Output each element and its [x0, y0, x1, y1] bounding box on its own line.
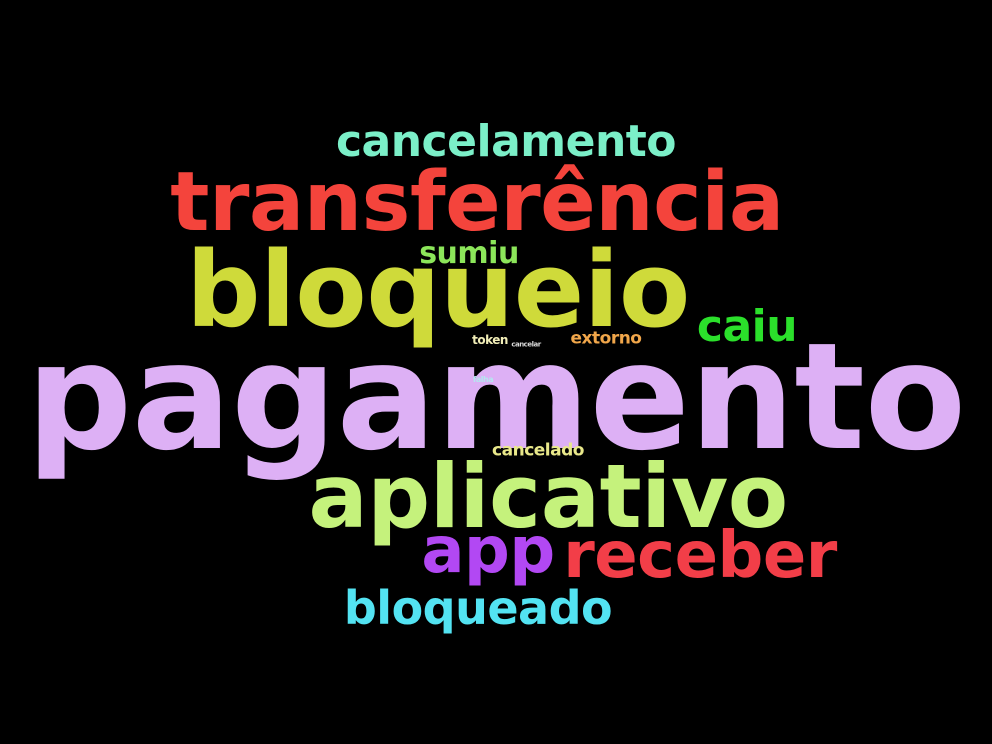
word-cancelar: cancelar: [511, 340, 541, 349]
word-token: token: [472, 333, 508, 347]
word-cancelado: cancelado: [492, 440, 584, 461]
word-pagamento: pagamento: [26, 311, 966, 483]
word-sumiu: sumiu: [419, 236, 519, 271]
word-falha: falha: [472, 375, 494, 384]
word-cancelamento: cancelamento: [335, 116, 677, 167]
word-extorno: extorno: [570, 328, 642, 349]
word-app: app: [421, 514, 555, 588]
word-transferencia: transferência: [170, 155, 784, 250]
word-caiu: caiu: [696, 301, 798, 352]
word-bloqueio: bloqueio: [186, 229, 690, 351]
word-bloqueado: bloqueado: [343, 581, 613, 635]
word-aplicativo: aplicativo: [308, 445, 788, 548]
word-receber: receber: [563, 519, 837, 593]
